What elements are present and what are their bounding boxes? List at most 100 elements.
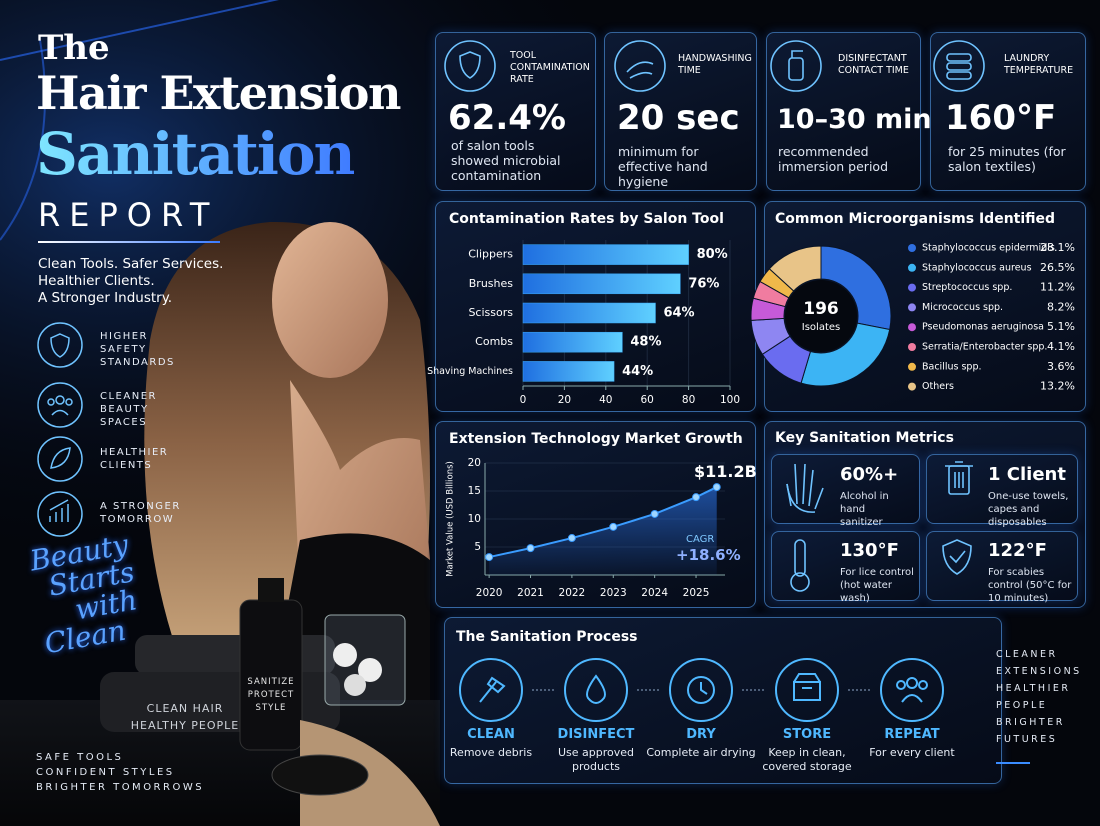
- title-rule: [38, 241, 220, 243]
- legend-value: 8.2%: [1047, 300, 1075, 313]
- bar: [522, 273, 681, 295]
- list-line: HEALTHIER: [996, 683, 1071, 694]
- y-tick-label: 20: [468, 457, 481, 469]
- donut-slice: [768, 245, 822, 292]
- legend-value: 3.6%: [1047, 360, 1075, 373]
- metric-value: 1 Client: [988, 464, 1066, 485]
- metric-value: 130°F: [840, 540, 899, 561]
- category-label: Brushes: [469, 277, 514, 290]
- portrait-face: [272, 222, 388, 378]
- legend-value: 5.1%: [1047, 320, 1075, 333]
- legend-label: Serratia/Enterobacter spp.: [922, 342, 1047, 353]
- list-line: FUTURES: [996, 734, 1058, 745]
- step-name: DISINFECT: [557, 727, 635, 742]
- x-tick-label: 100: [720, 394, 740, 406]
- y-axis-title: Market Value (USD Billions): [446, 461, 456, 577]
- x-tick-label: 2021: [517, 587, 544, 599]
- kpi-label: HANDWASHING TIME: [678, 53, 752, 76]
- legend-swatch: [908, 283, 916, 292]
- step-desc: Use approved products: [557, 746, 635, 773]
- x-tick-label: 0: [520, 394, 527, 406]
- kpi-label: TOOL CONTAMINATION RATE: [510, 50, 590, 85]
- legend-swatch: [908, 343, 916, 351]
- point: [485, 553, 494, 562]
- chart-title: Extension Technology Market Growth: [449, 431, 743, 447]
- step-desc: Remove debris: [449, 746, 533, 759]
- feature-text: A STRONGER TOMORROW: [100, 501, 181, 525]
- x-tick-label: 40: [599, 394, 612, 406]
- process-card: [444, 617, 1002, 784]
- y-tick-label: 15: [468, 485, 481, 497]
- bottle-text: SANITIZE PROTECT STYLE: [247, 677, 295, 713]
- kpi-card: [930, 32, 1086, 191]
- metric-value: 60%+: [840, 464, 899, 485]
- x-tick-label: 2024: [641, 587, 668, 599]
- list-line: PEOPLE: [996, 700, 1048, 711]
- script-slogan: Beauty Starts with Clean: [27, 528, 146, 660]
- category-label: Combs: [475, 335, 513, 348]
- legend-label: Staphylococcus epidermidis: [922, 243, 1055, 254]
- towel-text: CLEAN HAIR HEALTHY PEOPLE: [130, 702, 240, 732]
- kpi-value: 10–30 min: [777, 104, 932, 135]
- tagline-line: Healthier Clients.: [38, 273, 155, 289]
- list-line: BRIGHTER TOMORROWS: [36, 782, 205, 793]
- bar: [522, 302, 656, 324]
- feature-icons: [37, 322, 83, 537]
- kpi-label: DISINFECTANT CONTACT TIME: [838, 53, 909, 76]
- point: [609, 522, 618, 531]
- legend-swatch: [908, 303, 916, 312]
- bottom-right-list: CLEANER EXTENSIONS HEALTHIER PEOPLE BRIG…: [996, 646, 1082, 748]
- list-line: SAFE TOOLS: [36, 752, 124, 763]
- center-label: Isolates: [802, 322, 840, 333]
- legend-value: 4.1%: [1047, 340, 1075, 353]
- title-line: Sanitation: [36, 120, 356, 188]
- bar: [522, 244, 689, 265]
- bar: [522, 361, 615, 382]
- legend-swatch: [908, 382, 916, 391]
- step-name: DRY: [686, 727, 716, 742]
- kpi-value: 62.4%: [448, 98, 566, 138]
- kpi-value: 160°F: [945, 98, 1057, 138]
- kpi-value: 20 sec: [617, 98, 740, 138]
- accent-rule: [996, 762, 1030, 764]
- legend-value: 13.2%: [1040, 380, 1075, 393]
- annotation: +18.6%: [676, 546, 741, 564]
- list-line: CLEANER: [996, 649, 1058, 660]
- tagline: Clean Tools. Safer Services. Healthier C…: [38, 256, 223, 307]
- kpi-desc: of salon tools showed microbial contamin…: [451, 138, 561, 183]
- category-label: Shaving Machines: [427, 366, 513, 377]
- legend-label: Staphylococcus aureus: [922, 262, 1032, 273]
- x-tick-label: 2020: [476, 587, 503, 599]
- legend-swatch: [908, 323, 916, 332]
- kpi-desc: minimum for effective hand hygiene: [618, 144, 708, 189]
- value-label: 44%: [622, 364, 653, 379]
- legend-value: 28.1%: [1040, 241, 1075, 254]
- process-icons: [459, 658, 944, 722]
- kpi-icons: [444, 40, 985, 92]
- y-tick-label: 10: [468, 513, 481, 525]
- tagline-line: Clean Tools. Safer Services.: [38, 256, 224, 272]
- x-tick-label: 60: [641, 394, 654, 406]
- feature-text: HEALTHIER CLIENTS: [100, 447, 169, 471]
- legend-value: 11.2%: [1040, 281, 1075, 294]
- metric-desc: For scabies control (50°C for 10 minutes…: [988, 567, 1072, 604]
- kpi-card: [435, 32, 596, 191]
- step-name: REPEAT: [884, 727, 940, 742]
- y-tick-label: 5: [474, 541, 481, 553]
- annotation: $11.2B: [694, 462, 757, 481]
- legend-swatch: [908, 244, 916, 252]
- chart-title: Common Microorganisms Identified: [775, 211, 1056, 227]
- list-line: EXTENSIONS: [996, 666, 1082, 677]
- metric-value: 122°F: [988, 540, 1047, 561]
- value-label: 48%: [630, 335, 661, 350]
- step-desc: For every client: [869, 746, 955, 759]
- bottom-left-list: SAFE TOOLS CONFIDENT STYLES BRIGHTER TOM…: [36, 750, 204, 795]
- step-name: STORE: [782, 727, 832, 742]
- x-tick-label: 2025: [683, 587, 710, 599]
- x-tick-label: 2022: [559, 587, 586, 599]
- x-tick-label: 20: [558, 394, 571, 406]
- value-label: 76%: [688, 276, 719, 291]
- list-line: CONFIDENT STYLES: [36, 767, 175, 778]
